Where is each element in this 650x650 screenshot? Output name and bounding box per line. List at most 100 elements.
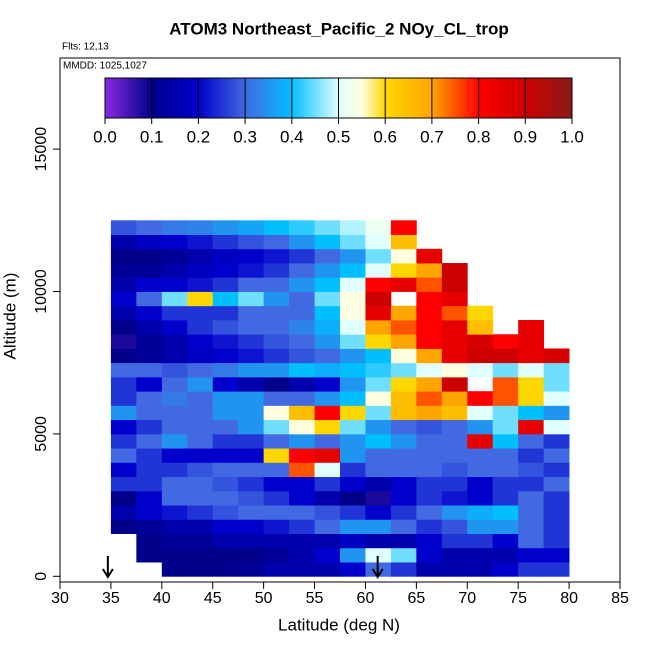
heatmap-cell — [161, 348, 188, 364]
heatmap-cell — [136, 391, 163, 406]
heatmap-cell — [238, 234, 265, 250]
heatmap-cell — [289, 519, 315, 534]
heatmap-cell — [238, 476, 265, 492]
heatmap-cell — [136, 533, 163, 549]
heatmap-cell — [492, 405, 519, 421]
heatmap-cell — [467, 433, 494, 449]
heatmap-cell — [187, 305, 214, 321]
heatmap-cell — [187, 234, 214, 250]
heatmap-cell — [314, 263, 341, 278]
y-tick-label: 10000 — [33, 269, 50, 314]
heatmap-cell — [441, 490, 468, 506]
heatmap-cell — [441, 533, 468, 549]
heatmap-cell — [136, 291, 163, 307]
heatmap-cell — [416, 419, 443, 435]
heatmap-cell — [289, 547, 315, 563]
chart-title: ATOM3 Northeast_Pacific_2 NOy_CL_trop — [169, 19, 508, 38]
heatmap-cell — [161, 376, 188, 392]
heatmap-cell — [390, 234, 417, 250]
heatmap-cell — [136, 362, 163, 378]
heatmap-cell — [340, 248, 366, 264]
heatmap-cell — [416, 334, 443, 349]
heatmap-cell — [543, 562, 570, 577]
heatmap-cell — [492, 419, 519, 435]
heatmap-cell — [467, 391, 494, 406]
y-axis-label: Altitude (m) — [0, 273, 19, 360]
heatmap-cell — [212, 263, 239, 278]
arrow — [371, 556, 384, 579]
heatmap-cell — [187, 533, 214, 549]
heatmap-cell — [340, 547, 366, 563]
heatmap-cell — [390, 348, 417, 364]
heatmap-cell — [314, 405, 341, 421]
heatmap-cell — [110, 476, 137, 492]
heatmap-cell — [314, 391, 341, 406]
heatmap-cell — [390, 547, 417, 563]
heatmap-cell — [441, 334, 468, 349]
arrow — [102, 556, 114, 579]
heatmap-cell — [492, 433, 519, 449]
colorbar-tick-label: 1.0 — [560, 127, 584, 146]
heatmap-cell — [238, 505, 265, 520]
heatmap-cell — [365, 334, 392, 349]
heatmap-cell — [110, 505, 137, 520]
heatmap-cell — [161, 547, 188, 563]
heatmap-cell — [365, 476, 392, 492]
heatmap-cell — [136, 490, 163, 506]
heatmap-cell — [187, 490, 214, 506]
heatmap-cell — [340, 263, 366, 278]
heatmap-cell — [340, 320, 366, 335]
heatmap-cell — [263, 405, 290, 421]
colorbar-tick-label: 0.9 — [513, 127, 537, 146]
heatmap-cell — [390, 433, 417, 449]
heatmap-cell — [212, 291, 239, 307]
heatmap-cell — [161, 519, 188, 534]
heatmap-cell — [441, 277, 468, 292]
heatmap-cell — [314, 533, 341, 549]
colorbar-segment — [291, 78, 339, 118]
heatmap-cell — [187, 348, 214, 364]
heatmap-cell — [416, 405, 443, 421]
heatmap-cell — [161, 405, 188, 421]
heatmap-cell — [238, 305, 265, 321]
heatmap-cell — [136, 419, 163, 435]
heatmap-cell — [543, 348, 570, 364]
heatmap-cell — [136, 505, 163, 520]
heatmap-cell — [238, 334, 265, 349]
x-axis-label: Latitude (deg N) — [278, 615, 400, 634]
heatmap-cell — [289, 334, 315, 349]
heatmap-cell — [238, 291, 265, 307]
heatmap-cell — [365, 519, 392, 534]
x-tick-label: 40 — [153, 590, 171, 607]
heatmap-cell — [365, 320, 392, 335]
heatmap-cell — [238, 405, 265, 421]
heatmap-cell — [492, 476, 519, 492]
heatmap-cell — [187, 248, 214, 264]
heatmap-cell — [518, 533, 545, 549]
heatmap-cell — [187, 462, 214, 478]
y-tick-label: 15000 — [33, 127, 50, 172]
heatmap-cell — [212, 448, 239, 463]
heatmap-cell — [187, 291, 214, 307]
heatmap-cell — [365, 277, 392, 292]
colorbar-segment — [361, 78, 386, 118]
heatmap-cell — [136, 234, 163, 250]
heatmap-cell — [238, 376, 265, 392]
heatmap-cell — [161, 320, 188, 335]
heatmap-cell — [136, 519, 163, 534]
heatmap-cell — [212, 419, 239, 435]
heatmap-cell — [314, 562, 341, 577]
heatmap-cell — [543, 391, 570, 406]
heatmap-cell — [365, 448, 392, 463]
heatmap-cell — [340, 391, 366, 406]
y-tick-label: 5000 — [33, 416, 50, 452]
heatmap-cell — [238, 562, 265, 577]
heatmap-cell — [441, 562, 468, 577]
heatmap-cell — [441, 419, 468, 435]
heatmap-cell — [212, 519, 239, 534]
heatmap-cell — [263, 320, 290, 335]
heatmap-cell — [314, 490, 341, 506]
heatmap-cell — [136, 462, 163, 478]
heatmap-cell — [263, 462, 290, 478]
heatmap-cell — [289, 291, 315, 307]
